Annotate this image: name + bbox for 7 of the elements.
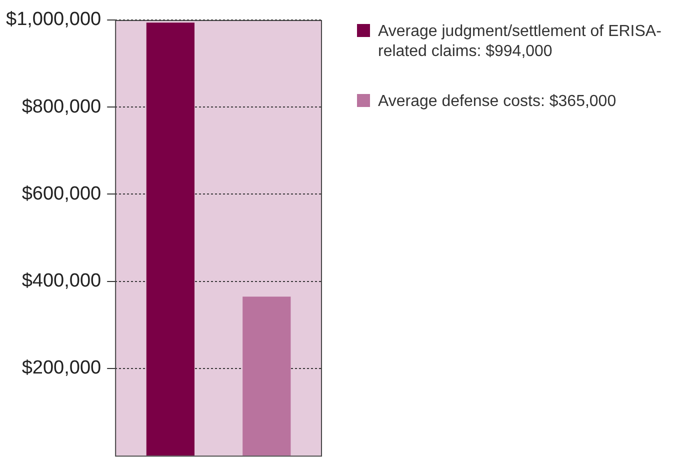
y-tick-label: $400,000 — [22, 270, 102, 292]
y-tick-label: $1,000,000 — [6, 9, 102, 30]
legend-label: Average judgment/settlement of ERISA-related claims: $994,000 — [378, 22, 662, 62]
legend-label: Average defense costs: $365,000 — [378, 92, 616, 112]
y-tick-label: $800,000 — [22, 96, 102, 118]
y-tick-label: $600,000 — [22, 183, 102, 204]
y-tick-label: $200,000 — [22, 358, 102, 379]
